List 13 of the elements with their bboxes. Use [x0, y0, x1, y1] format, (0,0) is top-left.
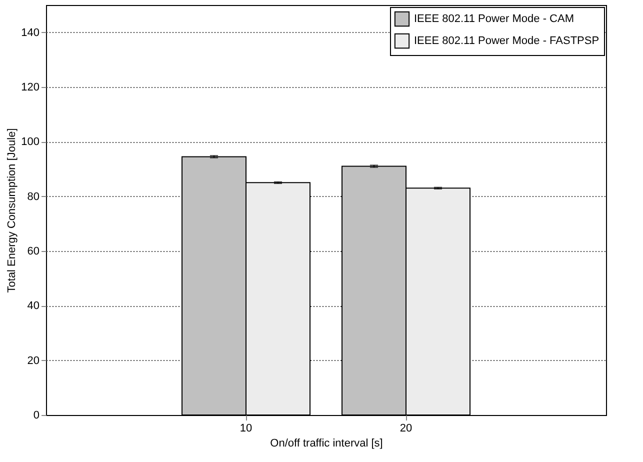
- y-axis-title: Total Energy Consumption [Joule]: [6, 128, 18, 293]
- y-tick-label: 140: [21, 26, 40, 39]
- y-tick-label: 20: [27, 354, 40, 367]
- y-tick-label: 60: [27, 246, 40, 258]
- legend-label: IEEE 802.11 Power Mode - FASTPSP: [414, 35, 600, 47]
- x-axis-title: On/off traffic interval [s]: [270, 438, 383, 450]
- y-tick-label: 100: [21, 136, 40, 148]
- y-tick-label: 80: [27, 190, 40, 203]
- y-tick-label: 40: [27, 300, 40, 312]
- y-tick-label: 120: [21, 82, 40, 94]
- legend-label: IEEE 802.11 Power Mode - CAM: [414, 13, 574, 25]
- y-tick-label: 0: [33, 410, 40, 422]
- x-tick-label: 10: [240, 422, 252, 434]
